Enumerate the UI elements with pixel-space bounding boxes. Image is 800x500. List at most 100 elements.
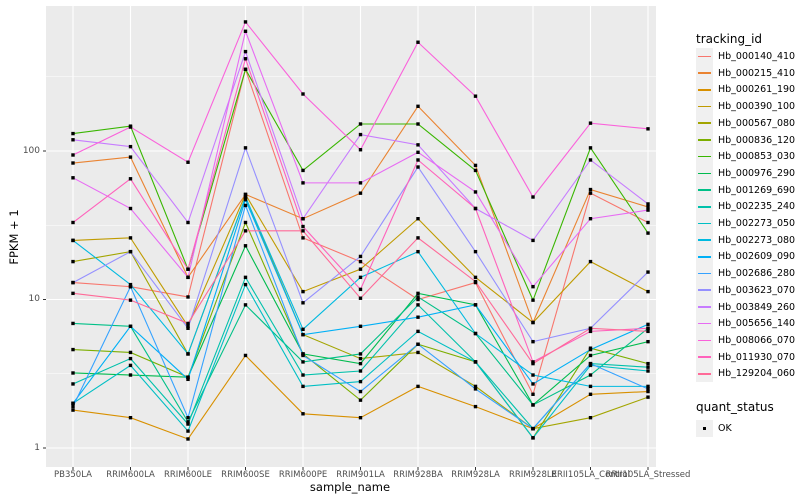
data-point [358, 352, 363, 356]
data-point [243, 353, 248, 358]
data-point [186, 415, 190, 420]
data-point [531, 195, 535, 199]
data-point [186, 420, 190, 424]
data-point [646, 289, 650, 294]
data-point [71, 153, 75, 157]
data-point [646, 339, 650, 344]
data-point [531, 284, 535, 289]
panel-background [46, 6, 656, 467]
data-point [243, 220, 248, 225]
data-point [243, 275, 248, 280]
data-point [646, 270, 650, 274]
legend-item-Hb_000836_120: Hb_000836_120 [696, 131, 795, 149]
data-point [301, 229, 305, 233]
data-point [243, 57, 248, 61]
data-point [646, 326, 650, 330]
data-point [71, 176, 75, 180]
legend-line-swatch-icon [698, 89, 711, 91]
data-point [473, 279, 478, 284]
data-point [646, 389, 650, 394]
legend-line-swatch-icon [698, 172, 711, 175]
data-point [531, 392, 535, 396]
data-point [646, 384, 650, 389]
data-point [588, 347, 593, 352]
data-point [531, 403, 535, 407]
legend-line-swatch-icon [698, 339, 711, 342]
data-point [128, 236, 133, 240]
data-point [646, 361, 650, 366]
data-point [646, 220, 650, 225]
data-point [186, 352, 190, 356]
data-point [128, 155, 133, 159]
data-point [301, 236, 305, 240]
data-point [243, 29, 248, 33]
legend-key-box [696, 48, 713, 65]
data-point [71, 382, 75, 386]
x-tick-label: RRIM901LA [336, 470, 385, 480]
data-point [301, 373, 305, 377]
legend-key-box [696, 131, 713, 149]
legend-item-label: Hb_129204_060 [718, 368, 796, 380]
legend-item-Hb_002609_090: Hb_002609_090 [696, 248, 796, 266]
data-point [416, 329, 420, 334]
data-point [358, 132, 363, 137]
data-point [531, 382, 535, 386]
data-point [128, 249, 133, 254]
data-point [71, 291, 75, 296]
legend-item-label: Hb_000567_080 [718, 117, 796, 129]
data-point [588, 326, 593, 330]
data-point [71, 404, 75, 409]
legend-key-box [696, 281, 713, 299]
data-point [588, 384, 593, 389]
data-point [71, 321, 75, 326]
data-point [588, 259, 593, 264]
data-point [301, 168, 305, 173]
data-point [531, 360, 535, 364]
data-point [301, 332, 305, 337]
data-point [473, 303, 478, 307]
data-point [186, 377, 190, 382]
data-point [71, 408, 75, 412]
data-point [301, 327, 305, 331]
data-point [128, 282, 133, 287]
data-point [646, 369, 650, 373]
y-tick-label: 1 [34, 442, 40, 453]
data-point [71, 371, 75, 375]
data-point [588, 158, 593, 162]
legend-item-label: Hb_000140_410 [718, 51, 796, 62]
data-point [186, 160, 190, 164]
legend-item-label: Hb_005656_140 [718, 318, 796, 330]
data-point [71, 259, 75, 264]
data-point [243, 197, 248, 202]
legend-line-swatch-icon [698, 139, 711, 141]
data-point [301, 301, 305, 305]
legend-item-label: Hb_002609_090 [718, 251, 796, 263]
legend-line-swatch-icon [698, 256, 711, 258]
data-point [416, 291, 420, 296]
data-point [128, 177, 133, 181]
x-tick-label: PB350LA [54, 470, 92, 480]
data-point [358, 275, 363, 280]
legend-item-label: Hb_000976_290 [718, 167, 796, 179]
data-point [588, 191, 593, 195]
data-point [646, 387, 650, 391]
data-point [646, 329, 650, 334]
data-point [473, 168, 478, 173]
legend-line-swatch-icon [698, 189, 711, 191]
x-tick-label: RRIM928LA [451, 470, 500, 480]
legend-key-box [696, 198, 713, 216]
data-point [358, 415, 363, 420]
legend-key-box [696, 265, 713, 283]
legend-line-swatch-icon [698, 205, 711, 208]
data-point [128, 350, 133, 355]
data-point [128, 144, 133, 149]
data-point [358, 324, 363, 328]
data-point [473, 360, 478, 364]
legend-item-label: Hb_002273_080 [718, 234, 796, 246]
legend-item-Hb_005656_140: Hb_005656_140 [696, 315, 796, 333]
data-point [358, 267, 363, 271]
x-tick-label: RRIM928LE [509, 470, 557, 480]
data-point [473, 206, 478, 211]
data-point [473, 249, 478, 254]
